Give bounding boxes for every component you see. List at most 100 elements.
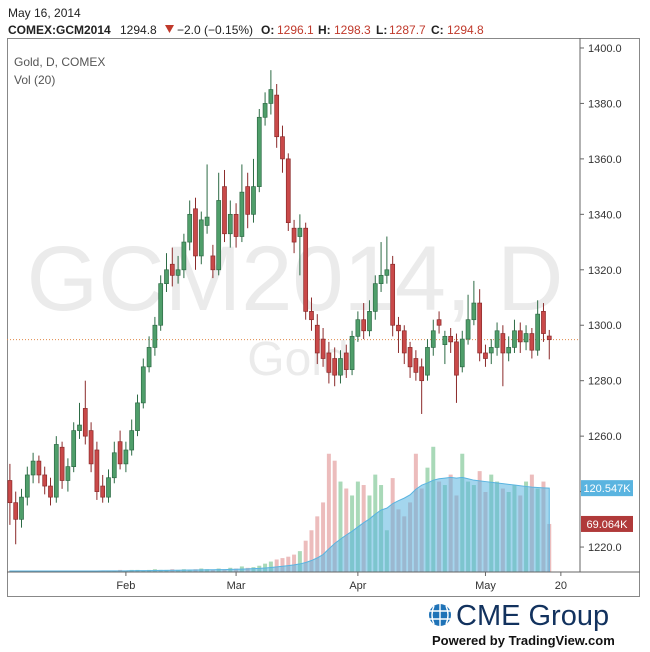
candle-body xyxy=(517,330,523,343)
candle-body xyxy=(222,186,227,235)
candle-body xyxy=(210,255,216,271)
candle-body xyxy=(512,330,517,348)
candle-body xyxy=(314,324,320,354)
candle-body xyxy=(442,335,448,345)
candle-body xyxy=(106,477,111,498)
candle-body xyxy=(256,116,262,187)
candle-body xyxy=(65,466,71,481)
candle-body xyxy=(53,444,59,498)
candle-body xyxy=(152,324,158,348)
candle-body xyxy=(135,402,140,431)
x-tick-label: 20 xyxy=(555,580,567,592)
brand: CME Group xyxy=(456,600,609,632)
x-tick-label: Feb xyxy=(116,580,135,592)
candle-body xyxy=(396,324,401,332)
candle-body xyxy=(48,485,53,498)
candle-body xyxy=(471,302,477,321)
candle-body xyxy=(129,430,135,451)
candle-body xyxy=(164,269,169,285)
candle-body xyxy=(436,319,442,326)
high-value: 1298.3 xyxy=(334,23,371,37)
open-label: O: xyxy=(261,23,274,37)
candle-body xyxy=(274,94,280,138)
y-tick-label: 1400.0 xyxy=(588,43,622,55)
candle-body xyxy=(291,227,297,243)
volume-ma-area xyxy=(9,476,550,573)
y-tick-label: 1380.0 xyxy=(588,98,622,110)
candle-body xyxy=(285,158,291,224)
watermark-sub: Gold xyxy=(247,333,348,386)
high-label: H: xyxy=(318,23,331,37)
logo-lines xyxy=(429,604,451,626)
candle-body xyxy=(529,333,535,351)
candle-body xyxy=(123,449,129,465)
candle-body xyxy=(309,311,314,321)
candle-body xyxy=(181,241,187,271)
candle-body xyxy=(494,330,500,348)
y-tick-label: 1340.0 xyxy=(588,209,622,221)
volume-ma-tag xyxy=(581,480,633,497)
powered-by: Powered by TradingView.com xyxy=(432,633,615,648)
open-value: 1296.1 xyxy=(277,23,314,37)
volume-tag-label: 69.064K xyxy=(587,519,629,531)
candle-body xyxy=(297,227,303,237)
volume-bar xyxy=(326,453,331,572)
candle-body xyxy=(13,502,19,520)
candle-body xyxy=(378,274,384,285)
volume-bar xyxy=(286,556,291,572)
volume-tag xyxy=(581,515,633,532)
y-tick-label: 1360.0 xyxy=(588,154,622,166)
last-price: 1294.8 xyxy=(120,23,157,37)
low-value: 1287.7 xyxy=(389,23,426,37)
candle-body xyxy=(303,227,309,312)
volume-bar xyxy=(280,558,285,572)
low-label: L: xyxy=(376,23,387,37)
y-tick-label: 1280.0 xyxy=(588,376,622,388)
logo xyxy=(429,604,451,626)
volume-bar xyxy=(321,502,326,572)
candle-body xyxy=(349,335,355,370)
candle-body xyxy=(413,358,419,373)
candle-body xyxy=(19,496,24,520)
candle-body xyxy=(187,213,193,243)
change: −2.0 (−0.15%) xyxy=(177,23,253,37)
volume-bar xyxy=(268,561,273,572)
candle-body xyxy=(390,263,396,326)
candle-body xyxy=(239,191,245,237)
candle-body xyxy=(523,333,529,343)
candle-body xyxy=(193,208,198,257)
volume-bar xyxy=(303,540,308,572)
candle-body xyxy=(280,136,285,160)
watermark: GCM2014, D xyxy=(27,228,564,330)
date: May 16, 2014 xyxy=(8,6,81,20)
candle-body xyxy=(425,347,430,376)
y-tick-label: 1220.0 xyxy=(588,542,622,554)
close-value: 1294.8 xyxy=(447,23,484,37)
volume-bar xyxy=(292,554,297,572)
candle-body xyxy=(401,330,407,354)
candle-body xyxy=(117,441,123,465)
volume-bar xyxy=(274,559,279,572)
candle-body xyxy=(477,302,483,354)
candle-body xyxy=(454,341,459,376)
candle-body xyxy=(30,460,36,476)
quote-line: COMEX:GCM2014 1294.8 −2.0 (−0.15%) O: 12… xyxy=(8,23,484,37)
candle-body xyxy=(500,333,506,354)
candle-body xyxy=(140,366,146,404)
y-tick-label: 1260.0 xyxy=(588,431,622,443)
candle-body xyxy=(268,89,274,104)
x-tick-label: Mar xyxy=(227,580,246,592)
candle-body xyxy=(419,366,425,382)
candle-body xyxy=(448,335,454,343)
legend-title: Gold, D, COMEX xyxy=(14,55,105,69)
candle-body xyxy=(251,186,256,215)
plot xyxy=(7,70,580,573)
legend-volume: Vol (20) xyxy=(14,73,55,87)
candle-body xyxy=(262,103,268,118)
candle-body xyxy=(24,474,30,498)
candle-body xyxy=(546,335,552,341)
y-tick-label: 1300.0 xyxy=(588,320,622,332)
volume-bar xyxy=(297,551,302,572)
